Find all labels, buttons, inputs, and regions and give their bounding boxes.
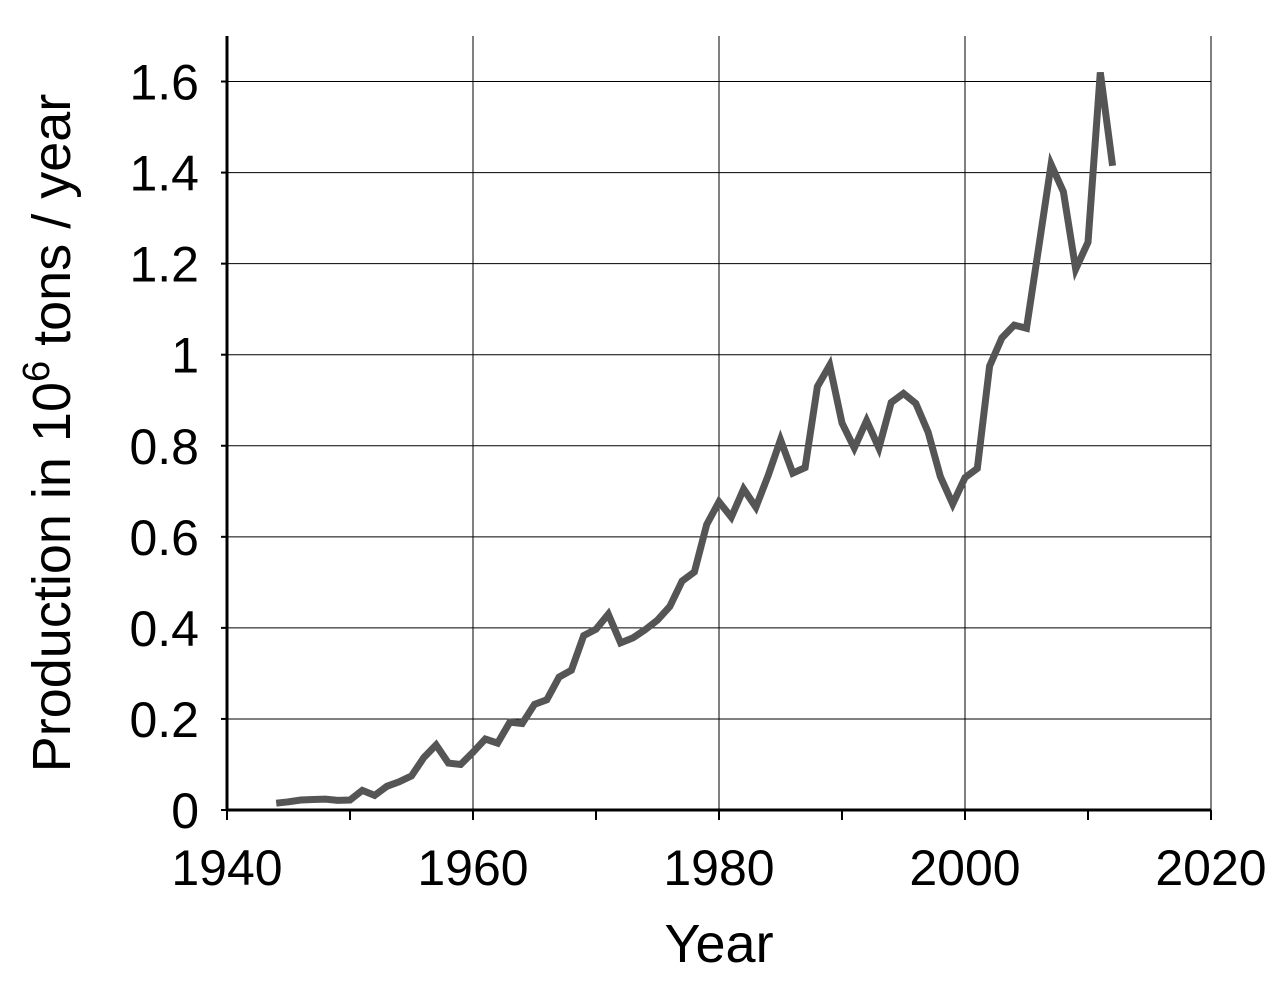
y-tick-label: 0.2 [129,692,199,748]
data-points [274,70,1114,805]
x-tick-label: 2020 [1155,840,1266,896]
y-tick-label: 0.6 [129,510,199,566]
y-axis-ticks: 0 0.2 0.4 0.6 0.8 1 1.2 1.4 1.6 [129,55,227,839]
x-tick-label: 2000 [909,840,1020,896]
y-tick-label: 1.2 [129,237,199,293]
x-tick-label: 1940 [171,840,282,896]
x-tick-label: 1980 [663,840,774,896]
production-series-line [275,71,1117,807]
y-axis-title-superscript: 6 [16,361,58,382]
x-axis-title: Year [664,914,773,974]
grid-lines [226,36,1212,810]
y-axis-title: Production in 106 tons / year [16,94,82,773]
y-tick-label: 1.4 [129,146,199,202]
y-tick-label: 1 [171,328,199,384]
y-tick-label: 0.4 [129,601,199,657]
x-tick-label: 1960 [417,840,528,896]
y-axis-title-suffix: tons / year [22,94,82,361]
y-axis-title-prefix: Production in 10 [22,382,82,772]
y-tick-label: 0 [171,783,199,839]
y-tick-label: 0.8 [129,419,199,475]
x-axis-ticks: 1940 1960 1980 2000 2020 [171,810,1267,896]
y-tick-label: 1.6 [129,55,199,111]
